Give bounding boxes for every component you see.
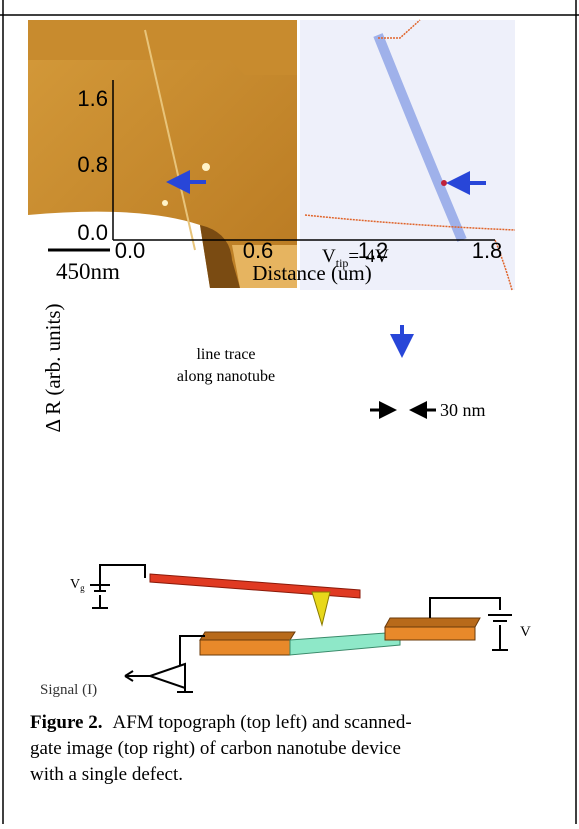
figure-page: 1.6 0.8 0.0 0.0 0.6 1.2 1.8 Distance (um… <box>0 0 579 824</box>
caption-line: gate image (top right) of carbon nanotub… <box>30 738 401 759</box>
caption-line: AFM topograph (top left) and scanned- <box>112 712 411 733</box>
x-tick-label: 0.6 <box>243 238 274 263</box>
y-tick-label: 0.0 <box>77 220 108 245</box>
annotation: line trace <box>196 346 255 363</box>
gate-symbol: V <box>70 577 80 592</box>
caption-label: Figure 2. <box>30 712 102 733</box>
signal-label: Signal (I) <box>40 682 97 698</box>
width-label: 30 nm <box>440 400 486 420</box>
tip-voltage: Vtip=-4V <box>322 246 389 270</box>
bias-label: V <box>520 624 531 640</box>
y-tick-label: 1.6 <box>77 86 108 111</box>
gate-label: Vg <box>70 577 85 593</box>
y-axis-label: Δ R (arb. units) <box>41 303 65 432</box>
caption-line: with a single defect. <box>30 764 183 785</box>
annotation: along nanotube <box>177 368 275 385</box>
x-tick-label: 1.8 <box>472 238 503 263</box>
y-tick-label: 0.8 <box>77 152 108 177</box>
tip-symbol: V <box>322 246 336 267</box>
schematic <box>90 565 512 692</box>
tip-subscript: tip <box>336 256 349 270</box>
caption: Figure 2. AFM topograph (top left) and sc… <box>30 712 412 733</box>
scale-bar-label: 450nm <box>56 259 120 284</box>
gate-subscript: g <box>80 583 85 593</box>
tip-value: =-4V <box>348 246 389 267</box>
